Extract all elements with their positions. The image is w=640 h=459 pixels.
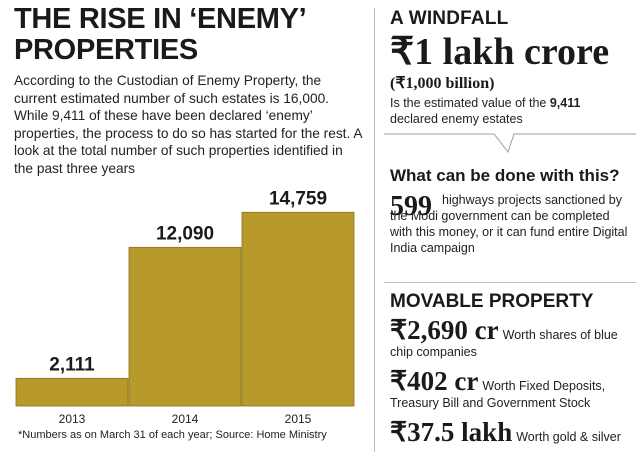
title-line-2: PROPERTIES [14, 34, 198, 66]
movable-item-gold: ₹37.5 lakh Worth gold & silver [390, 418, 636, 446]
bar-2014 [128, 246, 242, 407]
intro-paragraph: According to the Custodian of Enemy Prop… [14, 73, 362, 176]
bar-2013 [15, 377, 129, 407]
bar-2015 [241, 211, 355, 407]
movable-item-value: ₹37.5 lakh [390, 417, 513, 447]
movable-property-heading: MOVABLE PROPERTY [390, 291, 594, 312]
column-divider [374, 8, 375, 452]
windfall-heading: A WINDFALL [390, 8, 509, 29]
bar-chart: 2,111 12,090 14,759 2013 2014 2015 [15, 188, 355, 426]
movable-item-desc: Worth shares of blue chip companies [390, 328, 618, 359]
section-divider [384, 282, 636, 283]
windfall-desc-pre: Is the estimated value of the [390, 96, 550, 110]
movable-item-shares: ₹2,690 cr Worth shares of blue chip compa… [390, 316, 636, 360]
question-heading: What can be done with this? [390, 166, 620, 185]
tick-label-2015: 2015 [285, 412, 312, 426]
data-label-group: 2,111 12,090 14,759 [49, 188, 327, 375]
windfall-desc-number: 9,411 [549, 96, 581, 110]
windfall-value: ₹1 lakh crore [390, 31, 610, 73]
speech-bubble-divider [384, 133, 636, 154]
windfall-subvalue: (₹1,000 billion) [390, 75, 495, 92]
movable-item-desc: Worth Fixed Deposits, Treasury Bill and … [390, 379, 606, 410]
movable-item-value: ₹2,690 cr [390, 315, 499, 345]
data-label-2013: 2,111 [49, 354, 95, 375]
windfall-desc-post: declared enemy estates [390, 112, 523, 126]
chart-title: THE RISE IN ‘ENEMY’ PROPERTIES [14, 4, 364, 66]
tick-label-group: 2013 2014 2015 [59, 412, 312, 426]
title-line-1: THE RISE IN ‘ENEMY’ [14, 3, 307, 35]
tick-label-2014: 2014 [172, 412, 199, 426]
bar-group [15, 211, 355, 407]
data-label-2015: 14,759 [269, 188, 327, 209]
tick-label-2013: 2013 [59, 412, 86, 426]
data-label-2014: 12,090 [156, 223, 214, 244]
highways-description: highways projects sanctioned by the Modi… [390, 192, 630, 256]
footnote: *Numbers as on March 31 of each year; So… [18, 429, 327, 441]
windfall-description: Is the estimated value of the 9,411 decla… [390, 95, 625, 127]
movable-item-value: ₹402 cr [390, 366, 479, 396]
movable-item-desc: Worth gold & silver [516, 430, 621, 444]
movable-item-deposits: ₹402 cr Worth Fixed Deposits, Treasury Bi… [390, 367, 636, 411]
highways-value: 599 [390, 191, 432, 222]
highways-desc-text: highways projects sanctioned by the Modi… [390, 193, 628, 255]
